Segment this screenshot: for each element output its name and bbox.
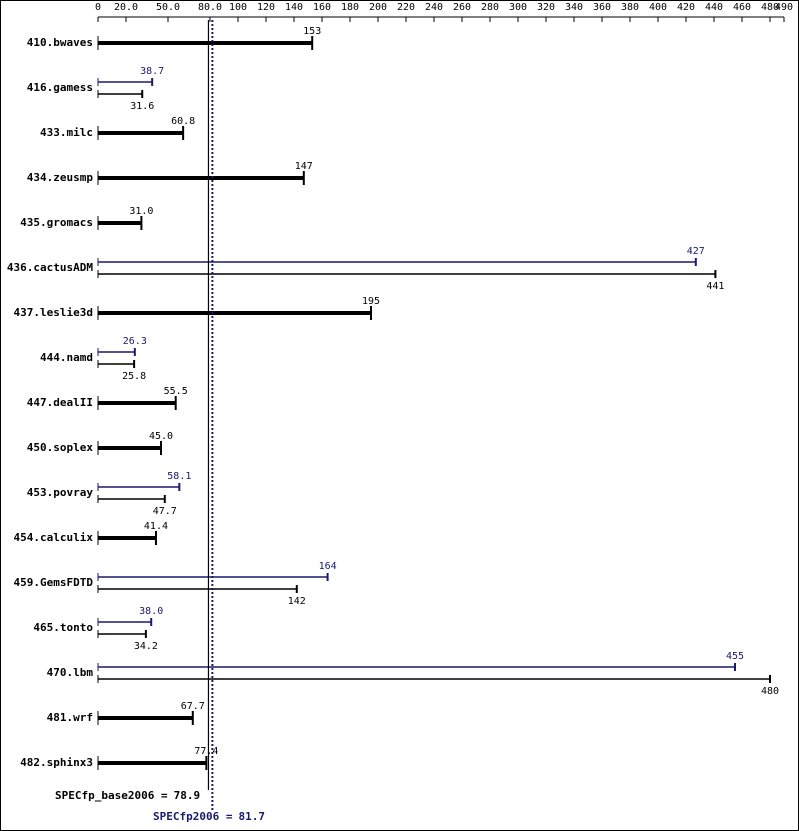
value-label: 25.8 <box>122 371 146 382</box>
category-label: 444.namd <box>40 351 93 364</box>
value-label: 142 <box>288 596 306 607</box>
x-tick-label: 140 <box>285 2 303 13</box>
category-label: 470.lbm <box>47 666 94 679</box>
value-label: 31.0 <box>129 206 153 217</box>
value-label: 164 <box>319 561 337 572</box>
reference-value: 81.7 <box>238 810 265 823</box>
value-label: 67.7 <box>181 701 205 712</box>
reference-name: SPECfp_base2006 = <box>55 789 168 802</box>
x-tick-label: 120 <box>257 2 275 13</box>
x-tick-label: 240 <box>425 2 443 13</box>
x-tick-label: 200 <box>369 2 387 13</box>
x-tick-label: 220 <box>397 2 415 13</box>
value-label: 441 <box>706 281 724 292</box>
value-label: 34.2 <box>134 641 158 652</box>
x-tick-label: 440 <box>705 2 723 13</box>
value-label: 38.7 <box>140 66 164 77</box>
x-tick-label: 100 <box>229 2 247 13</box>
category-label: 433.milc <box>40 126 93 139</box>
reference-name: SPECfp2006 = <box>153 810 233 823</box>
value-label: 38.0 <box>139 606 163 617</box>
category-label: 435.gromacs <box>20 216 93 229</box>
category-label: 453.povray <box>27 486 94 499</box>
value-label: 455 <box>726 651 744 662</box>
reference-label: SPECfp2006 = 81.7 <box>153 810 265 823</box>
x-tick-label: 180 <box>341 2 359 13</box>
value-label: 41.4 <box>144 521 168 532</box>
x-tick-label: 360 <box>593 2 611 13</box>
value-label: 195 <box>362 296 380 307</box>
category-label: 434.zeusmp <box>27 171 94 184</box>
value-label: 60.8 <box>171 116 195 127</box>
x-tick-label: 490 <box>775 2 793 13</box>
value-label: 26.3 <box>123 336 147 347</box>
category-label: 416.gamess <box>27 81 93 94</box>
category-label: 437.leslie3d <box>14 306 93 319</box>
category-label: 450.soplex <box>27 441 94 454</box>
value-label: 77.4 <box>194 746 218 757</box>
x-tick-label: 80.0 <box>198 2 222 13</box>
value-label: 55.5 <box>164 386 188 397</box>
category-label: 454.calculix <box>14 531 94 544</box>
reference-value: 78.9 <box>174 789 201 802</box>
category-label: 482.sphinx3 <box>20 756 93 769</box>
x-tick-label: 420 <box>677 2 695 13</box>
reference-label: SPECfp_base2006 = 78.9 <box>55 789 200 802</box>
value-label: 58.1 <box>167 471 191 482</box>
x-tick-label: 160 <box>313 2 331 13</box>
value-label: 147 <box>295 161 313 172</box>
x-tick-label: 460 <box>733 2 751 13</box>
x-tick-label: 320 <box>537 2 555 13</box>
value-label: 45.0 <box>149 431 173 442</box>
category-label: 459.GemsFDTD <box>14 576 94 589</box>
value-label: 47.7 <box>153 506 177 517</box>
category-label: 410.bwaves <box>27 36 93 49</box>
value-label: 480 <box>761 686 779 697</box>
category-label: 481.wrf <box>47 711 93 724</box>
x-tick-label: 300 <box>509 2 527 13</box>
value-label: 31.6 <box>130 101 154 112</box>
value-label: 427 <box>687 246 705 257</box>
x-tick-label: 260 <box>453 2 471 13</box>
x-tick-label: 0 <box>95 2 101 13</box>
category-label: 447.dealII <box>27 396 93 409</box>
x-tick-label: 340 <box>565 2 583 13</box>
value-label: 153 <box>303 26 321 37</box>
x-tick-label: 400 <box>649 2 667 13</box>
category-label: 465.tonto <box>33 621 93 634</box>
category-label: 436.cactusADM <box>7 261 93 274</box>
x-tick-label: 50.0 <box>156 2 180 13</box>
x-tick-label: 480 <box>761 2 779 13</box>
x-tick-label: 280 <box>481 2 499 13</box>
x-tick-label: 380 <box>621 2 639 13</box>
x-tick-label: 20.0 <box>114 2 138 13</box>
